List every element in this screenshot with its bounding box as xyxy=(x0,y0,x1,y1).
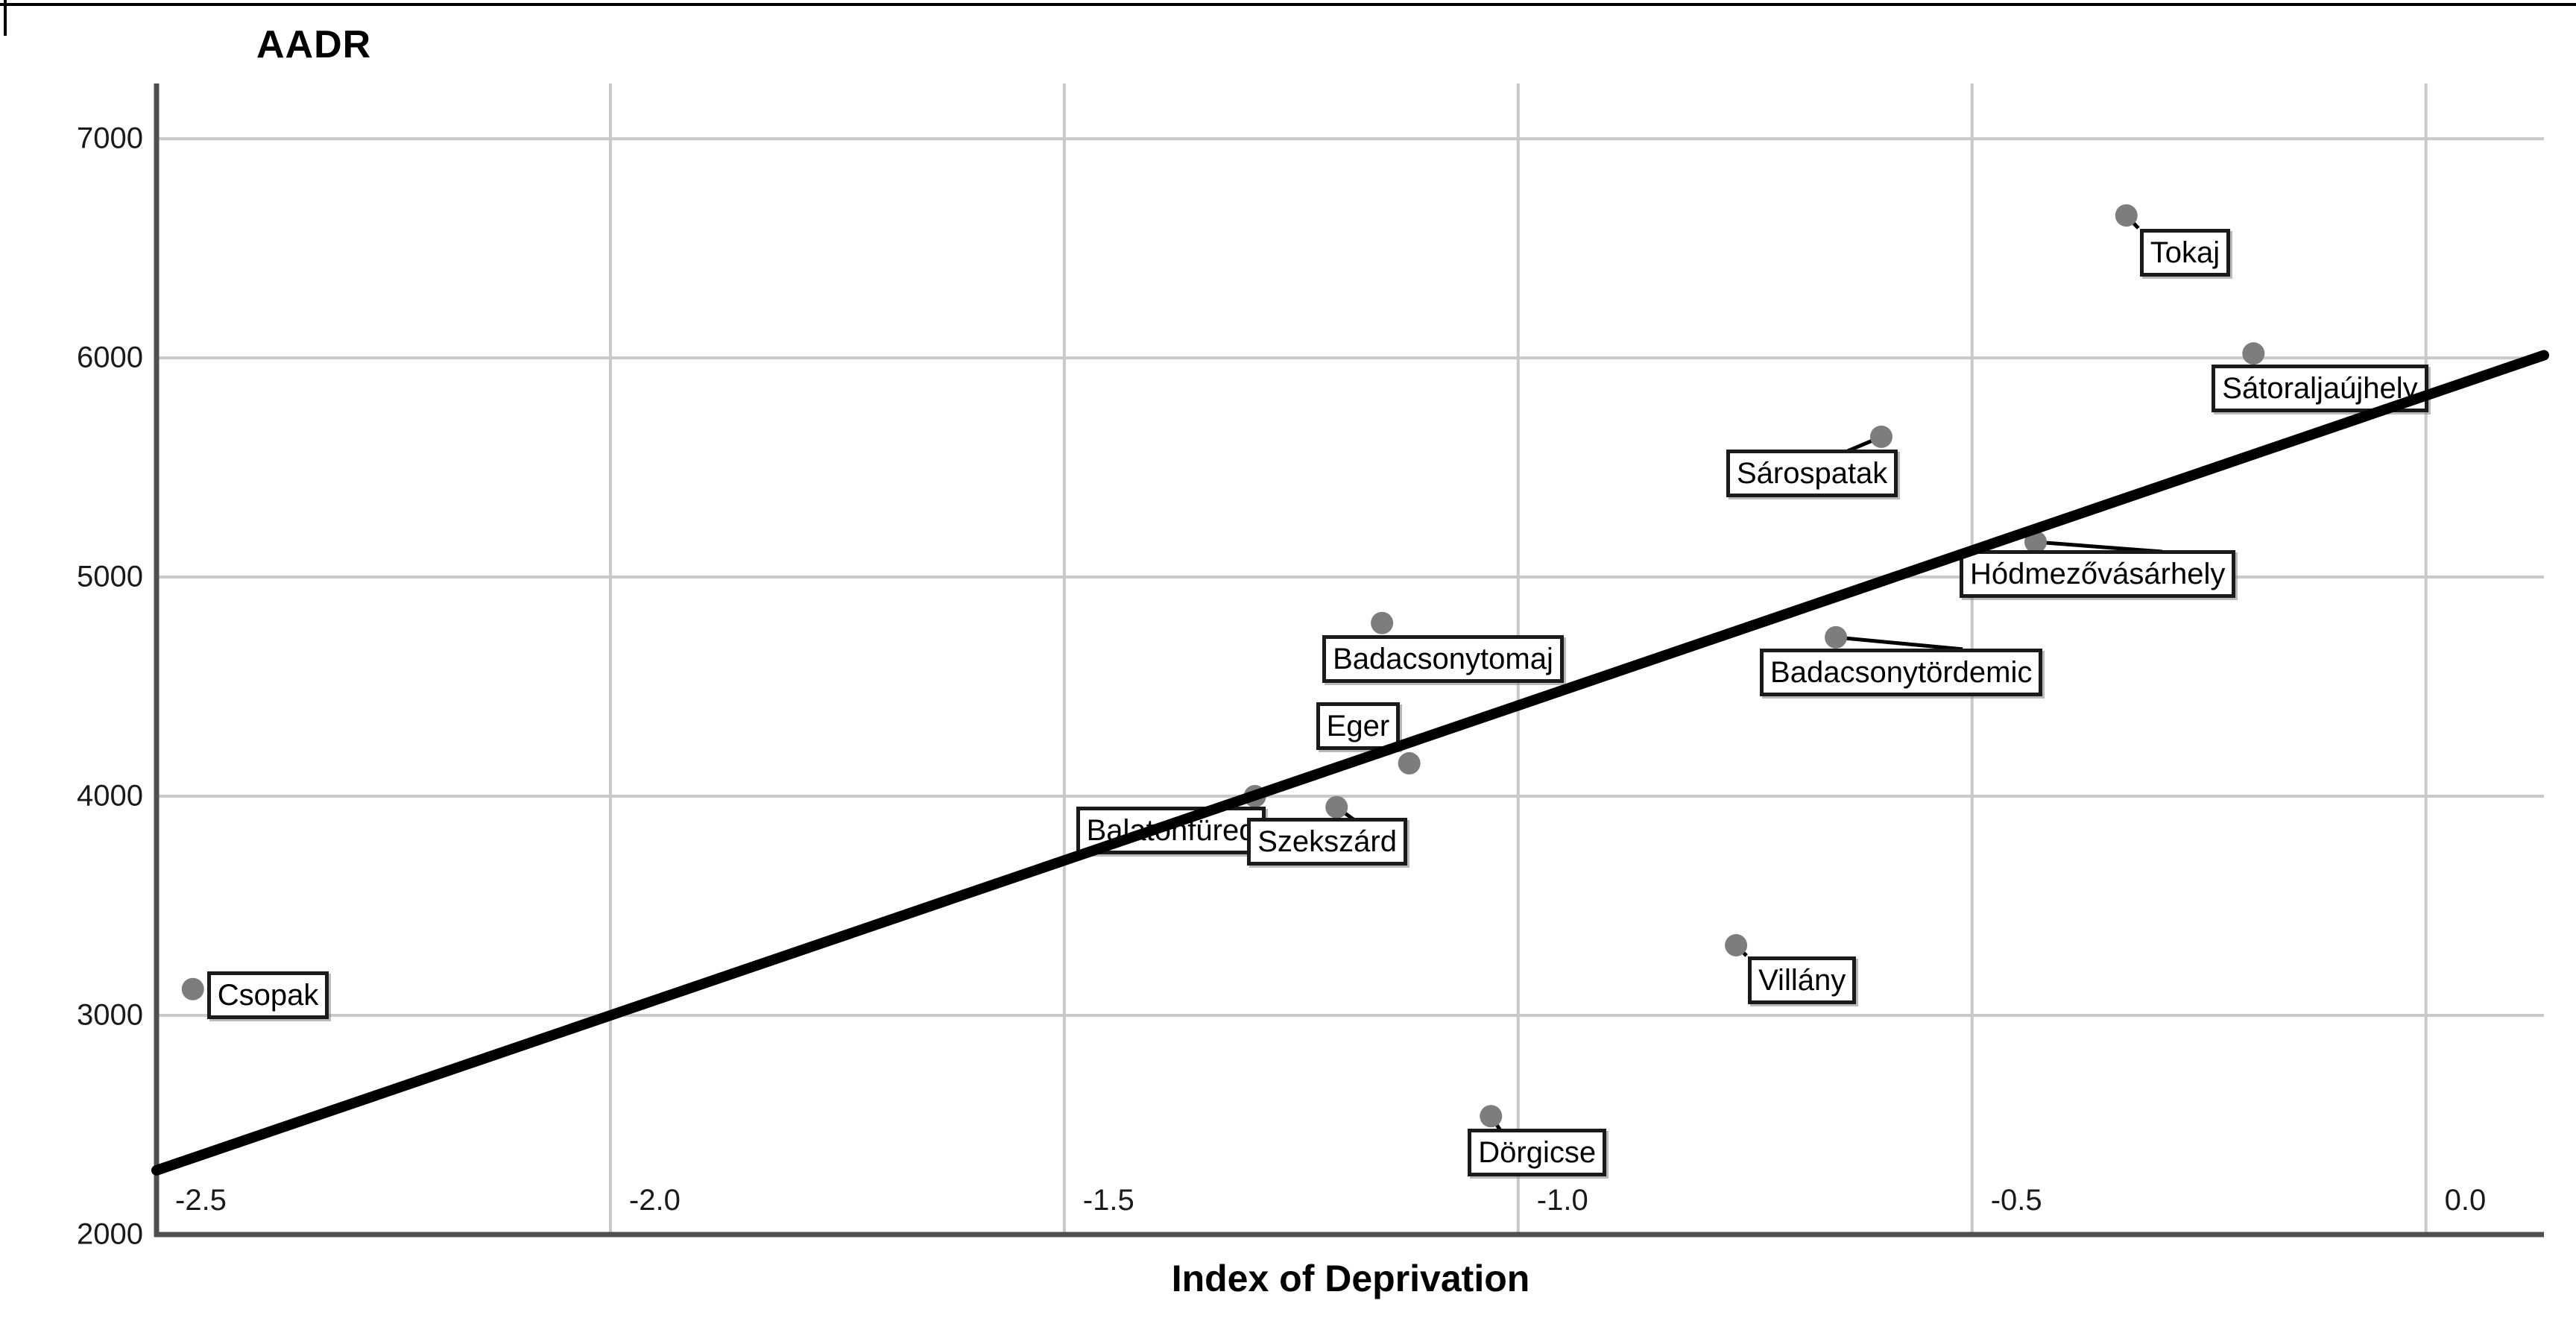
frame-top-edge xyxy=(0,3,2576,6)
point-label: Hódmezővásárhely xyxy=(1959,550,2236,598)
y-tick-label: 2000 xyxy=(77,1217,143,1251)
x-tick-label: 0.0 xyxy=(2444,1184,2487,1217)
y-tick-label: 4000 xyxy=(77,779,143,813)
point-label: Eger xyxy=(1316,702,1401,750)
point-label: Sátoraljaújhely xyxy=(2212,365,2428,413)
y-tick-label: 3000 xyxy=(77,998,143,1032)
x-tick-label: -1.5 xyxy=(1082,1184,1134,1217)
point-label: Szekszárd xyxy=(1247,817,1407,866)
point-label: Villány xyxy=(1748,956,1857,1004)
x-tick-label: -0.5 xyxy=(1990,1184,2042,1217)
x-axis-title: Index of Deprivation xyxy=(1171,1258,1530,1299)
data-point xyxy=(2115,204,2138,227)
y-tick-label: 5000 xyxy=(77,560,143,593)
frame-left-edge xyxy=(4,0,7,36)
point-label: Csopak xyxy=(206,971,329,1019)
x-tick-label: -1.0 xyxy=(1536,1184,1588,1217)
x-tick-label: -2.0 xyxy=(628,1184,681,1217)
point-label: Balatonfüred xyxy=(1076,807,1266,855)
point-label: Tokaj xyxy=(2139,228,2231,277)
point-label: Dörgicse xyxy=(1468,1129,1607,1177)
x-tick-label: -2.5 xyxy=(175,1184,227,1217)
point-label: Sárospatak xyxy=(1726,449,1898,497)
y-tick-label: 6000 xyxy=(77,341,143,374)
y-tick-label: 7000 xyxy=(77,122,143,155)
point-label: Badacsonytördemic xyxy=(1760,648,2043,696)
chart-title: AADR xyxy=(256,23,372,66)
point-label: Badacsonytomaj xyxy=(1322,634,1564,683)
